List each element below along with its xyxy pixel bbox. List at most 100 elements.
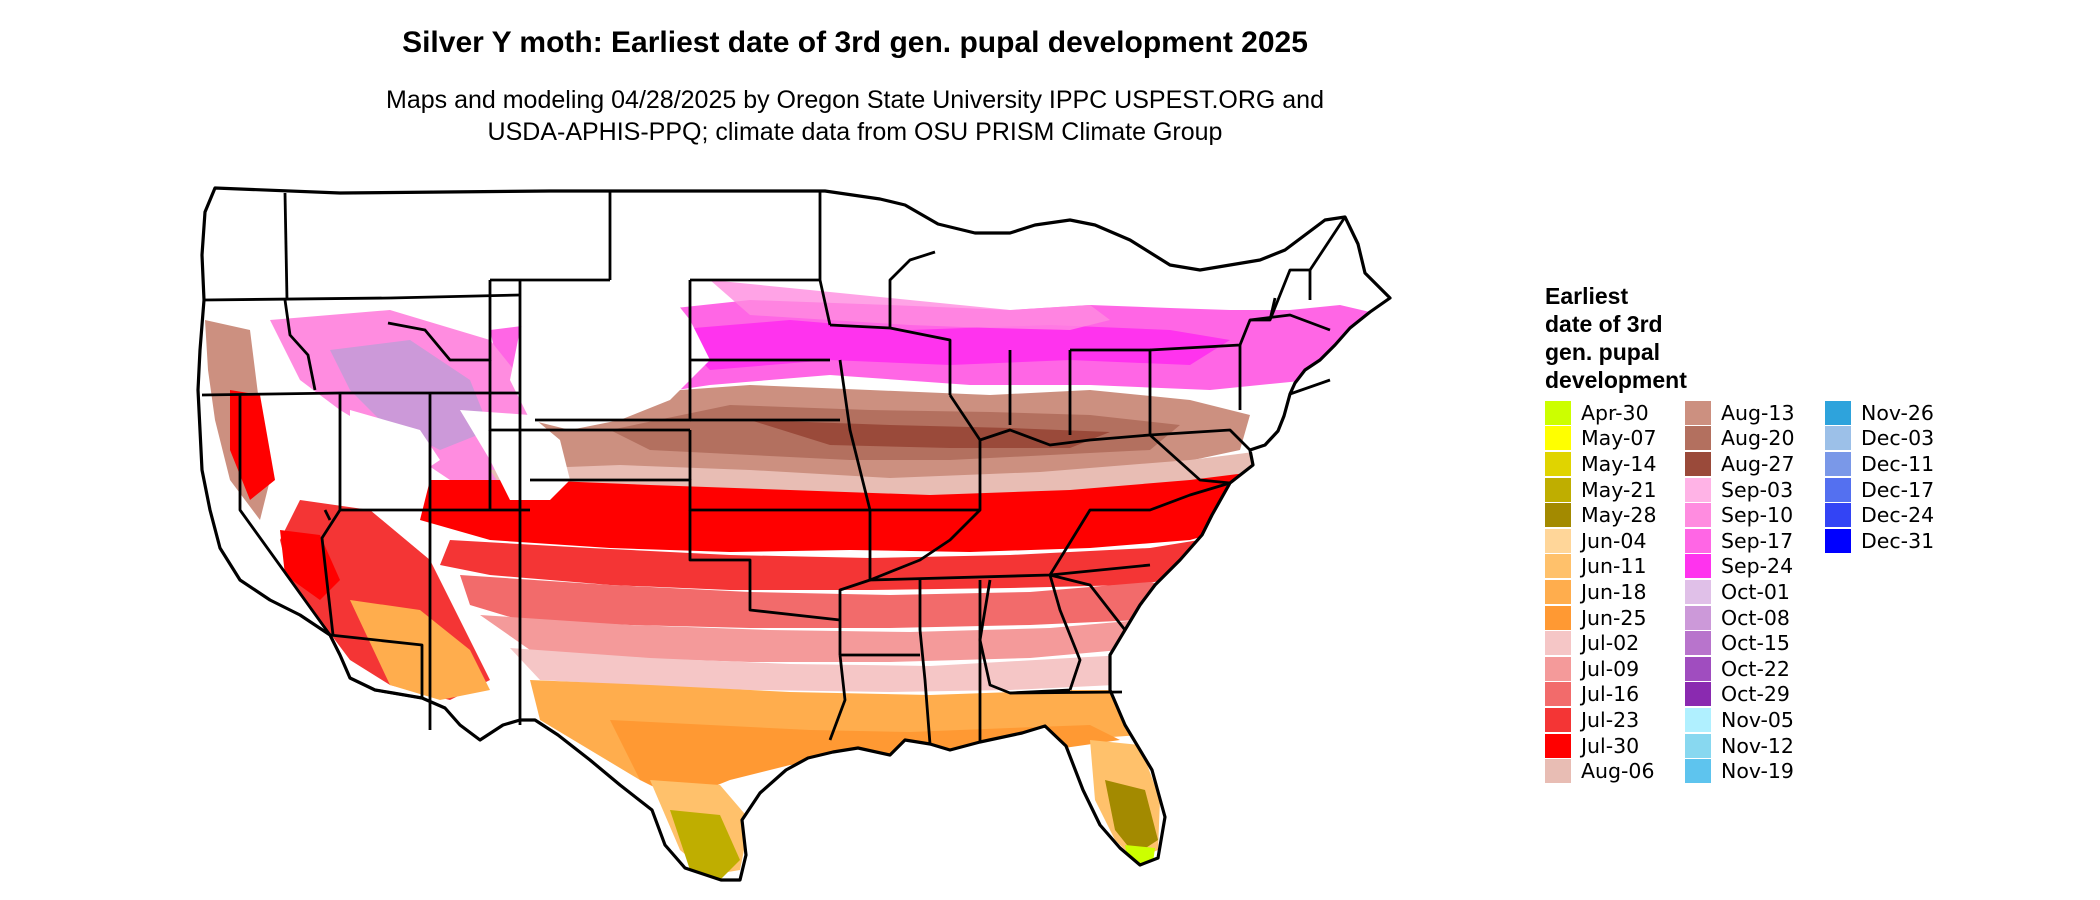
legend-label: Sep-24 [1721, 554, 1794, 579]
legend-label: Jul-09 [1581, 656, 1640, 681]
legend-item: Nov-12 [1685, 733, 1811, 759]
legend-label: Jun-25 [1581, 605, 1647, 630]
legend-column: Nov-26 Dec-03 Dec-11 Dec-17 Dec-24 Dec-31 [1825, 400, 1951, 784]
legend-title-line-2: date of 3rd [1545, 311, 1663, 337]
legend-swatch [1685, 426, 1711, 451]
legend-item: Apr-30 [1545, 400, 1671, 426]
legend-label: May-14 [1581, 451, 1657, 476]
legend-label: Sep-10 [1721, 503, 1794, 528]
map-subtitle: Maps and modeling 04/28/2025 by Oregon S… [0, 84, 1710, 148]
legend-swatch [1685, 477, 1711, 502]
legend-label: Aug-06 [1581, 759, 1655, 784]
legend-swatch [1825, 503, 1851, 528]
legend: Earliest date of 3rd gen. pupal developm… [1545, 282, 2085, 784]
legend-label: Jul-02 [1581, 631, 1640, 656]
legend-item: Jun-11 [1545, 554, 1671, 580]
legend-item: Sep-17 [1685, 528, 1811, 554]
legend-swatch [1685, 528, 1711, 553]
legend-title: Earliest date of 3rd gen. pupal developm… [1545, 282, 2085, 394]
legend-swatch [1545, 477, 1571, 502]
legend-label: May-07 [1581, 426, 1657, 451]
legend-swatch [1685, 707, 1711, 732]
legend-swatch [1545, 579, 1571, 604]
legend-label: Jun-18 [1581, 579, 1647, 604]
legend-swatch [1545, 426, 1571, 451]
legend-item: Sep-24 [1685, 554, 1811, 580]
legend-item: Nov-19 [1685, 758, 1811, 784]
legend-item: Sep-03 [1685, 477, 1811, 503]
legend-swatch [1825, 426, 1851, 451]
legend-label: Aug-20 [1721, 426, 1795, 451]
legend-swatch [1545, 503, 1571, 528]
legend-swatch [1685, 682, 1711, 707]
legend-swatch [1545, 554, 1571, 579]
legend-label: Nov-05 [1721, 707, 1794, 732]
legend-item: Dec-03 [1825, 426, 1951, 452]
legend-item: Dec-11 [1825, 451, 1951, 477]
legend-label: May-21 [1581, 477, 1657, 502]
legend-item: Jul-16 [1545, 682, 1671, 708]
legend-item: Jun-25 [1545, 605, 1671, 631]
legend-swatch [1825, 451, 1851, 476]
legend-label: May-28 [1581, 503, 1657, 528]
legend-swatch [1825, 477, 1851, 502]
legend-item: May-28 [1545, 502, 1671, 528]
us-map [196, 186, 1392, 882]
legend-swatch [1685, 631, 1711, 656]
legend-item: Aug-13 [1685, 400, 1811, 426]
legend-swatch [1685, 759, 1711, 784]
legend-item: Jul-30 [1545, 733, 1671, 759]
subtitle-line-1: Maps and modeling 04/28/2025 by Oregon S… [386, 86, 1324, 114]
legend-item: Oct-01 [1685, 579, 1811, 605]
legend-item: May-07 [1545, 426, 1671, 452]
legend-swatch [1685, 733, 1711, 758]
legend-item: Aug-20 [1685, 426, 1811, 452]
legend-label: Aug-27 [1721, 451, 1795, 476]
legend-item: Oct-15 [1685, 630, 1811, 656]
legend-swatch [1545, 707, 1571, 732]
legend-label: Jun-04 [1581, 528, 1647, 553]
legend-label: Nov-19 [1721, 759, 1794, 784]
legend-swatch [1825, 400, 1851, 425]
legend-item: Jul-09 [1545, 656, 1671, 682]
legend-title-line-3: gen. pupal [1545, 339, 1660, 365]
legend-swatch [1545, 631, 1571, 656]
legend-label: Oct-22 [1721, 656, 1790, 681]
legend-label: Dec-03 [1861, 426, 1935, 451]
legend-swatch [1685, 656, 1711, 681]
legend-item: May-21 [1545, 477, 1671, 503]
legend-label: Oct-08 [1721, 605, 1790, 630]
legend-item: Jul-02 [1545, 630, 1671, 656]
legend-label: Oct-29 [1721, 682, 1790, 707]
legend-label: Jul-23 [1581, 707, 1640, 732]
legend-item: Nov-26 [1825, 400, 1951, 426]
legend-item: Oct-22 [1685, 656, 1811, 682]
legend-swatch [1685, 400, 1711, 425]
legend-label: Dec-17 [1861, 477, 1935, 502]
legend-swatch [1825, 528, 1851, 553]
legend-swatch [1545, 682, 1571, 707]
legend-swatch [1685, 579, 1711, 604]
legend-swatch [1545, 605, 1571, 630]
legend-label: Dec-11 [1861, 451, 1935, 476]
legend-swatch [1685, 451, 1711, 476]
legend-item: Oct-08 [1685, 605, 1811, 631]
legend-label: Sep-17 [1721, 528, 1794, 553]
legend-label: Nov-12 [1721, 733, 1794, 758]
legend-label: Dec-24 [1861, 503, 1935, 528]
legend-swatch [1685, 605, 1711, 630]
legend-label: Dec-31 [1861, 528, 1935, 553]
legend-item: Aug-27 [1685, 451, 1811, 477]
legend-item: Jul-23 [1545, 707, 1671, 733]
legend-label: Jul-30 [1581, 733, 1640, 758]
map-title: Silver Y moth: Earliest date of 3rd gen.… [402, 26, 1308, 59]
legend-item: Oct-29 [1685, 682, 1811, 708]
legend-item: Dec-31 [1825, 528, 1951, 554]
legend-column: Aug-13 Aug-20 Aug-27 Sep-03 Sep-10 Sep-17 Sep-… [1685, 400, 1811, 784]
legend-item: Jun-18 [1545, 579, 1671, 605]
legend-item: Dec-24 [1825, 502, 1951, 528]
legend-title-line-4: development [1545, 367, 1687, 393]
legend-item: May-14 [1545, 451, 1671, 477]
legend-item: Nov-05 [1685, 707, 1811, 733]
legend-label: Jul-16 [1581, 682, 1640, 707]
